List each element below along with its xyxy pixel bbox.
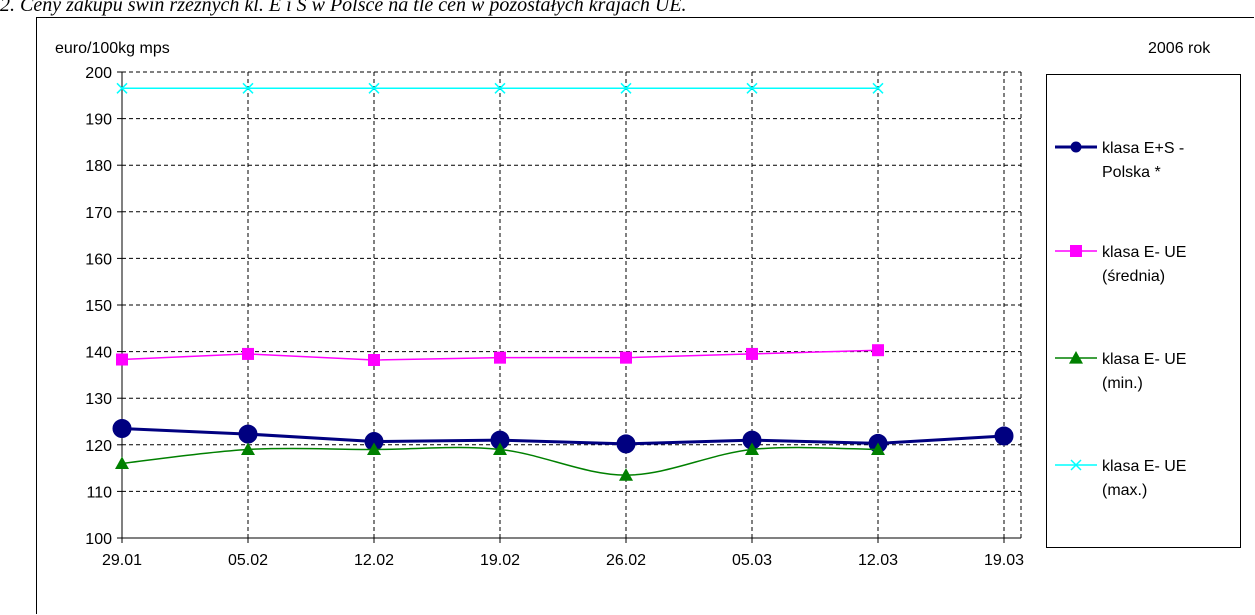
legend-marker [1069,351,1083,364]
legend-item-polska: klasa E+S - Polska * [1055,140,1184,181]
x-tick-labels: 29.01 05.02 12.02 19.02 26.02 05.03 12.03 19.03 [102,552,1024,569]
y-tick-label: 100 [85,531,112,548]
x-tick-label: 19.02 [480,552,520,569]
chart-frame [36,17,1254,614]
data-point [745,442,759,456]
legend-marker [1070,245,1082,257]
legend-marker [1070,459,1082,471]
series-ue-max [116,82,884,94]
data-point [238,424,258,444]
axes [117,71,1021,543]
y-tick-label: 160 [85,251,112,268]
y-tick-label: 200 [85,65,112,82]
y-tick-label: 110 [86,484,112,501]
x-tick-label: 19.03 [984,552,1024,569]
y-tick-label: 180 [85,158,112,175]
data-point [368,82,380,94]
legend-marker [1070,141,1082,153]
data-point [746,347,758,360]
data-point [242,82,254,94]
y-tick-label: 190 [85,112,112,129]
x-tick-label: 12.03 [858,552,898,569]
legend-label-line2: Polska * [1102,164,1161,181]
series-line [121,426,1005,446]
data-point [242,347,254,360]
data-point [620,351,632,364]
data-point [241,442,255,456]
data-point [493,442,507,456]
y-tick-label: 170 [85,205,112,222]
y-axis-unit-label: euro/100kg mps [55,40,170,57]
x-tick-label: 05.03 [732,552,772,569]
data-point [619,468,633,481]
year-label: 2006 rok [1148,40,1211,57]
legend-label-line2: (min.) [1102,375,1143,392]
data-point [746,82,758,94]
legend-label-line2: (średnia) [1102,268,1165,285]
legend-label-line2: (max.) [1102,482,1147,499]
grid-lines [122,71,1022,538]
series-ue-srednia [116,344,884,366]
y-tick-label: 150 [85,298,112,315]
data-point [116,353,128,366]
x-tick-label: 26.02 [606,552,646,569]
data-point [871,442,885,456]
data-point [115,456,129,470]
legend-item-ue-max: klasa E- UE (max.) [1055,458,1186,499]
data-point [367,442,381,456]
data-point [620,82,632,94]
data-point [872,82,884,94]
y-tick-label: 140 [85,345,112,362]
legend-item-ue-min: klasa E- UE (min.) [1055,351,1186,392]
y-tick-label: 120 [85,438,112,455]
legend-label-line1: klasa E- UE [1102,458,1186,475]
series-ue-min [115,442,885,481]
legend-label-line1: klasa E+S - [1102,140,1184,157]
legend-entries: klasa E+S -Polska *klasa E- UE(średnia)k… [1055,140,1186,499]
y-tick-labels: 100 110 120 130 140 150 160 170 180 190 200 [85,65,112,548]
data-point [368,353,380,366]
x-tick-label: 29.01 [102,552,142,569]
data-point [872,344,884,357]
y-tick-label: 130 [85,391,112,408]
data-point [116,82,128,94]
legend: klasa E+S - Polska * klasa E- UE (średnia) k… [1046,74,1241,548]
data-point [494,82,506,94]
legend-label-line1: klasa E- UE [1102,351,1186,368]
data-series [112,82,1014,481]
data-point [616,434,636,454]
legend-item-ue-srednia: klasa E- UE (średnia) [1055,244,1186,285]
figure-caption: 2. Ceny zakupu świń rzeźnych kl. E i S w… [0,0,687,16]
legend-label-line1: klasa E- UE [1102,244,1186,261]
data-point [494,351,506,364]
data-point [112,418,132,438]
x-tick-label: 05.02 [228,552,268,569]
x-tick-label: 12.02 [354,552,394,569]
data-point [994,426,1014,446]
